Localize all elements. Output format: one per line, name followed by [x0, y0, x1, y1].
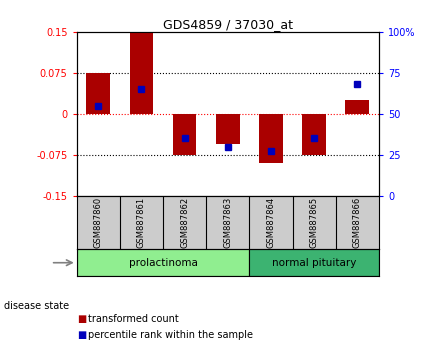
Text: GSM887861: GSM887861 [137, 197, 146, 248]
Text: GSM887863: GSM887863 [223, 197, 232, 248]
Bar [249, 249, 379, 276]
Text: transformed count: transformed count [88, 314, 178, 324]
Text: GSM887864: GSM887864 [266, 197, 276, 248]
Bar [302, 114, 326, 155]
Bar [77, 249, 249, 276]
Bar [346, 100, 369, 114]
Text: percentile rank within the sample: percentile rank within the sample [88, 330, 253, 339]
Bar [259, 114, 283, 163]
Text: GSM887860: GSM887860 [94, 197, 103, 248]
Bar [173, 114, 197, 155]
Text: GSM887862: GSM887862 [180, 197, 189, 248]
Text: disease state: disease state [4, 301, 70, 311]
Text: normal pituitary: normal pituitary [272, 258, 356, 268]
Bar [86, 73, 110, 114]
Bar [130, 32, 153, 114]
Text: prolactinoma: prolactinoma [129, 258, 198, 268]
Text: GSM887865: GSM887865 [310, 197, 318, 248]
Text: ■: ■ [77, 330, 86, 339]
Bar [216, 114, 240, 144]
Text: ■: ■ [77, 314, 86, 324]
Title: GDS4859 / 37030_at: GDS4859 / 37030_at [163, 18, 293, 31]
Text: GSM887866: GSM887866 [353, 197, 362, 248]
